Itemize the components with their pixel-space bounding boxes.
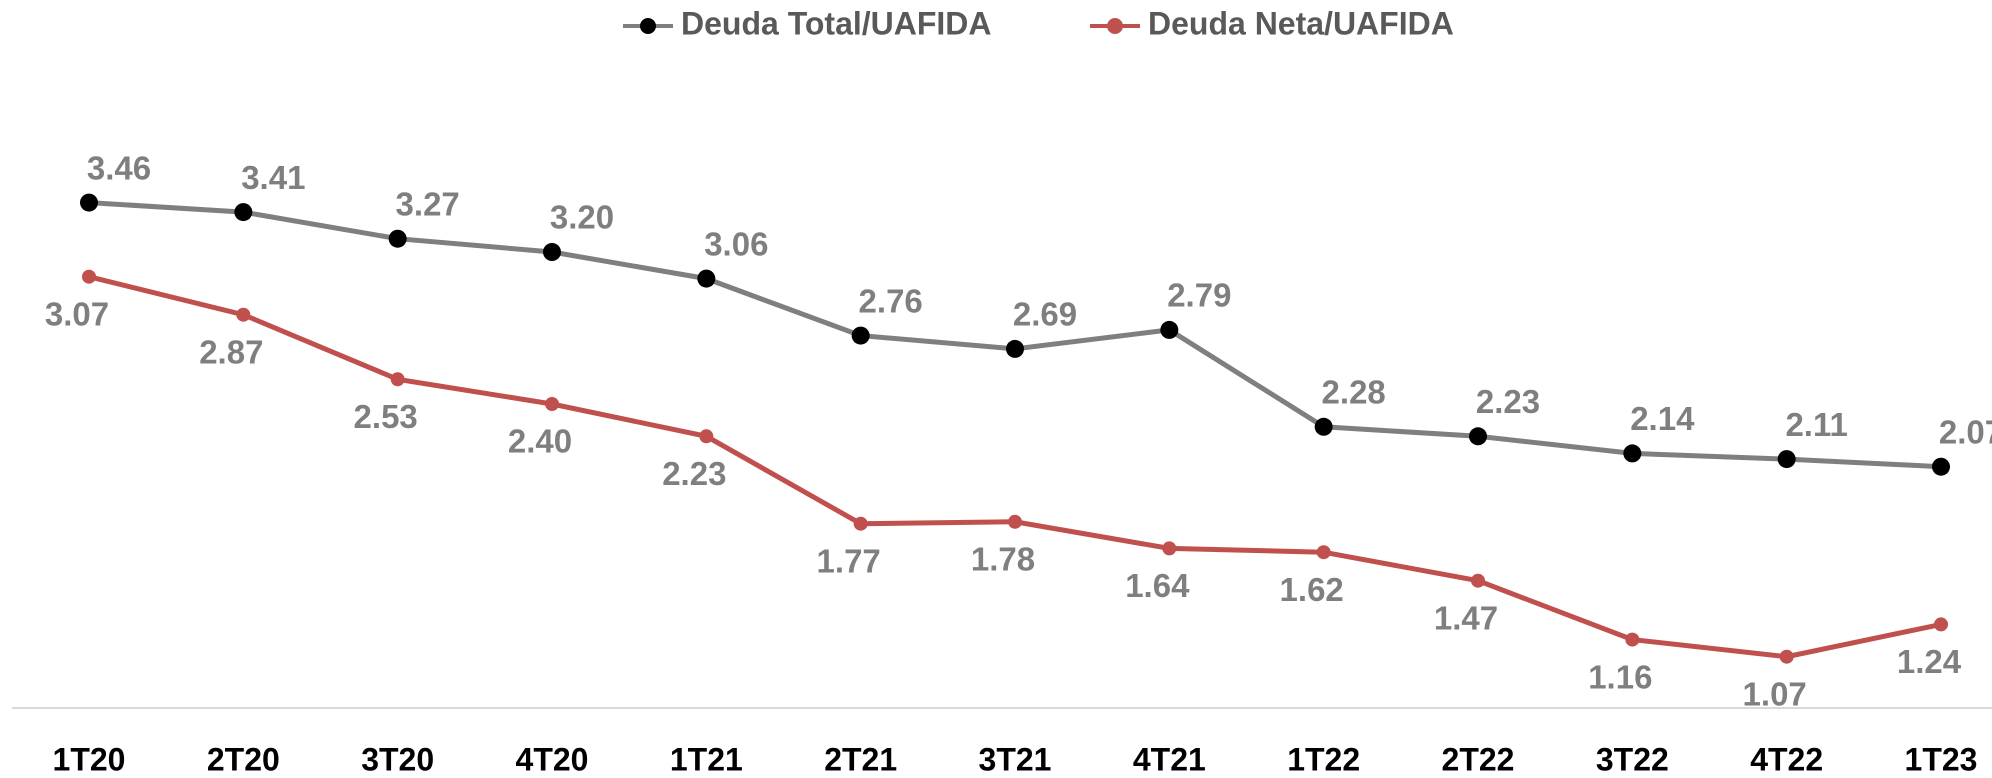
data-point xyxy=(1777,450,1796,469)
data-point xyxy=(1932,457,1950,476)
data-label: 2.23 xyxy=(662,455,726,492)
x-tick-label: 4T20 xyxy=(516,741,589,777)
data-label: 2.28 xyxy=(1322,374,1386,411)
data-point xyxy=(236,307,251,322)
data-point xyxy=(1008,514,1022,529)
data-point xyxy=(545,397,559,411)
x-tick-label: 1T21 xyxy=(670,741,743,777)
data-label: 1.07 xyxy=(1743,675,1807,712)
data-label: 1.47 xyxy=(1434,599,1498,636)
data-point xyxy=(1314,417,1333,436)
data-point xyxy=(851,326,870,345)
data-point xyxy=(1625,632,1640,647)
data-label: 2.40 xyxy=(508,423,572,460)
data-label: 3.06 xyxy=(704,225,768,262)
x-tick-label: 1T20 xyxy=(53,741,126,777)
data-point xyxy=(234,203,253,222)
x-tick-label: 3T20 xyxy=(361,741,434,777)
legend-label: Deuda Total/UAFIDA xyxy=(681,5,992,41)
data-point xyxy=(1162,541,1177,556)
x-tick-label: 1T23 xyxy=(1905,741,1978,777)
data-label: 1.77 xyxy=(817,542,881,579)
data-point xyxy=(80,193,98,212)
data-label: 1.78 xyxy=(971,541,1035,578)
x-tick-label: 2T21 xyxy=(824,741,897,777)
data-point xyxy=(543,243,561,261)
data-label: 2.07 xyxy=(1939,413,1992,450)
data-label: 1.64 xyxy=(1125,567,1190,604)
data-label: 2.14 xyxy=(1630,400,1695,437)
data-label: 2.87 xyxy=(199,333,263,370)
x-tick-label: 1T22 xyxy=(1287,741,1360,777)
data-label: 2.69 xyxy=(1013,296,1077,333)
x-tick-label: 4T21 xyxy=(1133,741,1206,777)
data-label: 3.46 xyxy=(87,149,151,186)
data-label: 2.76 xyxy=(859,282,923,319)
x-tick-label: 4T22 xyxy=(1750,741,1823,777)
data-point xyxy=(853,516,868,531)
data-point xyxy=(390,372,405,387)
data-label: 2.11 xyxy=(1785,406,1847,443)
x-tick-label: 3T22 xyxy=(1596,741,1669,777)
data-label: 3.07 xyxy=(45,295,109,332)
data-label: 1.24 xyxy=(1897,643,1962,680)
x-tick-label: 2T20 xyxy=(207,741,280,777)
data-label: 3.27 xyxy=(396,185,460,222)
data-point xyxy=(1471,573,1485,588)
data-point xyxy=(697,269,716,288)
legend-marker xyxy=(640,18,656,34)
data-label: 2.23 xyxy=(1476,383,1540,420)
data-point xyxy=(1779,649,1794,664)
data-label: 2.53 xyxy=(354,398,418,435)
data-point xyxy=(1006,339,1024,358)
data-point xyxy=(388,229,407,248)
x-tick-label: 2T22 xyxy=(1442,741,1515,777)
data-label: 1.62 xyxy=(1280,571,1344,608)
data-label: 1.16 xyxy=(1588,658,1652,695)
legend-marker xyxy=(1107,18,1123,34)
x-tick-label: 3T21 xyxy=(979,741,1052,777)
data-point xyxy=(1160,320,1179,339)
data-label: 3.20 xyxy=(550,199,614,236)
data-point xyxy=(1623,444,1642,463)
legend-label: Deuda Neta/UAFIDA xyxy=(1148,5,1454,41)
data-point xyxy=(699,429,714,444)
data-point xyxy=(1316,545,1331,560)
data-point xyxy=(1934,617,1948,632)
data-label: 2.79 xyxy=(1167,277,1231,314)
data-label: 3.41 xyxy=(241,159,305,196)
data-point xyxy=(82,269,96,284)
series-line xyxy=(88,274,1942,660)
data-point xyxy=(1469,427,1487,446)
